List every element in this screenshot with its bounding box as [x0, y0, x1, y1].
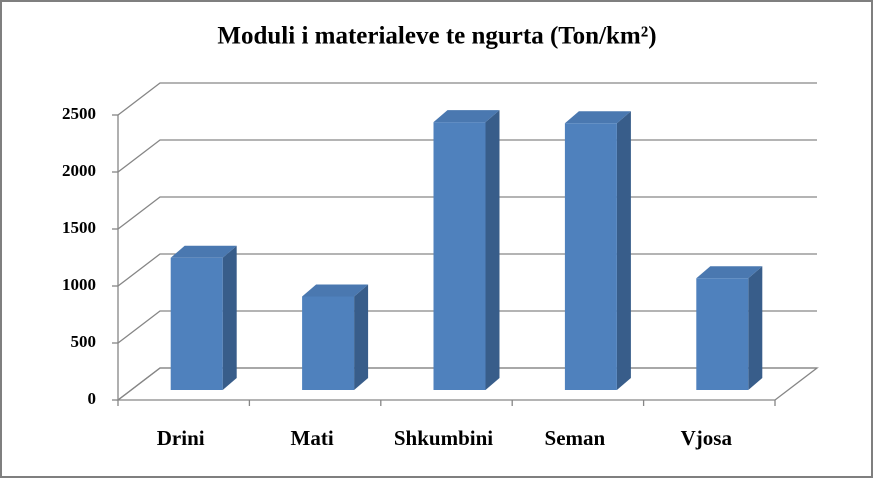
- bar-top: [433, 110, 500, 123]
- bar: [170, 245, 237, 390]
- chart-title: Moduli i materialeve te ngurta (Ton/km²): [217, 23, 656, 50]
- y-tick-label: 2500: [62, 104, 96, 123]
- bar-side: [748, 266, 763, 390]
- bar-side: [616, 111, 631, 391]
- x-tick-label: Shkumbini: [394, 426, 493, 450]
- x-tick-label: Drini: [157, 426, 205, 450]
- bar-front: [564, 123, 617, 391]
- bar: [433, 110, 500, 390]
- bar-top: [302, 284, 369, 297]
- bar-top: [696, 266, 763, 279]
- bar-front: [302, 296, 355, 390]
- bar: [302, 284, 369, 390]
- bar-front: [433, 122, 486, 390]
- bar-side: [485, 110, 500, 390]
- bar-side: [354, 284, 369, 390]
- x-tick-label: Mati: [291, 426, 334, 450]
- grid-line: [117, 82, 817, 116]
- bar-top: [564, 111, 631, 124]
- x-tick-label: Vjosa: [681, 426, 733, 450]
- bar: [696, 266, 763, 390]
- bar: [564, 111, 631, 391]
- y-tick-label: 1500: [62, 218, 96, 237]
- y-tick-label: 500: [71, 332, 97, 351]
- x-tick-label: Seman: [545, 426, 606, 450]
- bar-front: [696, 278, 749, 390]
- bar-top: [170, 245, 237, 258]
- y-tick-label: 0: [88, 389, 97, 408]
- bar-side: [222, 245, 237, 390]
- bar-front: [170, 257, 223, 390]
- y-tick-label: 1000: [62, 275, 96, 294]
- y-tick-label: 2000: [62, 161, 96, 180]
